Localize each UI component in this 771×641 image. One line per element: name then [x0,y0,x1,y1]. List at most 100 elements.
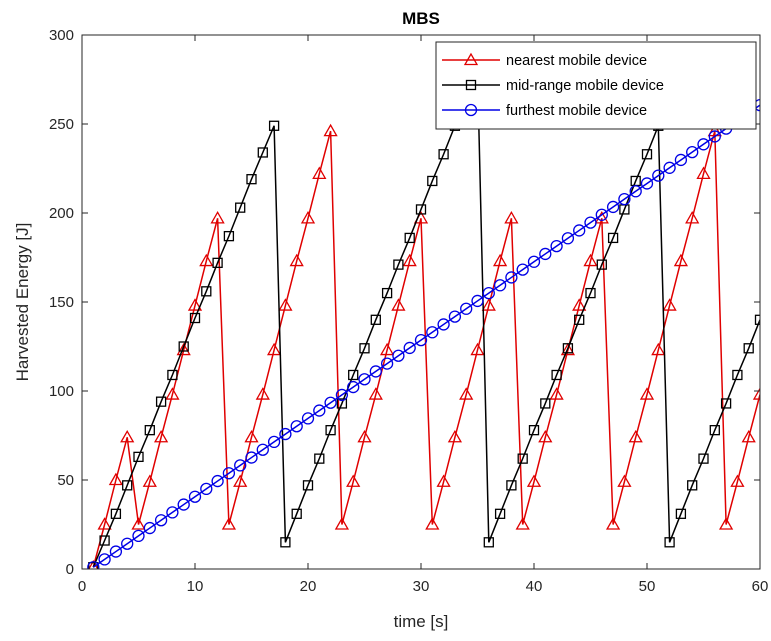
data-point [165,387,180,400]
data-point [540,398,551,409]
y-tick-label: 300 [49,27,74,44]
data-point [312,166,327,179]
data-point [718,517,734,530]
data-point [233,474,248,487]
data-point [280,537,291,548]
legend-marker [463,52,479,66]
data-point [696,166,711,179]
data-point [176,342,191,356]
data-point [99,535,110,546]
data-point [675,508,687,519]
data-point [527,255,541,268]
legend: nearest mobile device mid-range mobile de… [435,41,757,130]
data-point [481,298,496,311]
data-point [697,138,710,151]
data-point [234,459,247,472]
data-point [551,369,562,381]
x-tick-label: 30 [413,578,430,595]
data-point [663,161,676,174]
data-point [346,474,361,487]
data-point [606,200,620,214]
data-point [132,529,145,543]
data-point [605,517,621,530]
data-point [223,230,235,242]
data-point [166,506,179,519]
data-point [244,429,259,443]
data-point [199,253,214,267]
data-point [187,298,203,311]
data-point [549,387,564,400]
data-point [133,451,144,463]
data-point [596,259,607,270]
data-point [482,286,495,300]
y-axis-label: Harvested Energy [J] [13,223,32,382]
data-point [245,451,258,464]
data-point [154,514,168,527]
legend-label: mid-range mobile device [506,78,664,94]
data-point [155,396,167,407]
data-point [336,398,348,409]
data-point [153,429,169,443]
data-point [436,474,451,487]
data-point [741,429,756,443]
data-point [754,314,760,325]
data-point [256,443,269,456]
data-point [573,224,586,237]
series-line [92,130,760,568]
data-point [370,314,381,325]
x-axis-label: time [s] [394,612,449,631]
data-point [673,253,689,267]
data-point [629,185,642,198]
data-point [235,202,246,213]
data-point [97,517,112,530]
data-point [88,562,99,569]
data-point [201,286,212,297]
data-point [720,398,732,409]
data-point [448,310,462,323]
axes-layer: 0 10 20 30 40 50 60 0 50 100 150 200 250 300 [49,27,768,595]
data-point [379,342,395,356]
data-point [403,341,416,355]
y-tick-label: 0 [66,561,74,578]
data-point [120,429,135,443]
data-point [506,480,517,491]
data-point [505,271,518,284]
data-point [517,453,528,464]
data-point [347,380,360,394]
data-point [664,537,675,548]
data-point [143,521,156,535]
data-point [348,369,359,381]
data-point [144,425,155,436]
data-point [607,232,619,244]
data-point [369,365,382,378]
data-point [641,149,653,160]
data-point [291,508,302,519]
data-point [640,177,654,190]
data-point [257,147,268,158]
data-point [483,537,494,548]
data-point [391,298,406,311]
data-point [651,342,666,356]
data-point [447,429,463,443]
data-point [314,453,325,464]
data-point [98,553,111,566]
data-point [200,482,213,496]
legend-label: furthest mobile device [506,103,647,119]
data-point [324,396,337,409]
data-point [221,517,237,530]
data-point [470,342,485,356]
data-point [460,302,473,315]
data-point [492,253,508,267]
x-tick-label: 50 [639,578,656,595]
data-point [493,279,507,292]
data-point [167,369,178,381]
data-point [334,517,350,530]
series-1 [88,123,760,569]
data-point [685,211,700,224]
legend-label: nearest mobile device [506,53,647,69]
data-point [380,357,394,370]
data-point [730,474,745,487]
data-point [212,257,223,268]
data-point [414,333,428,347]
